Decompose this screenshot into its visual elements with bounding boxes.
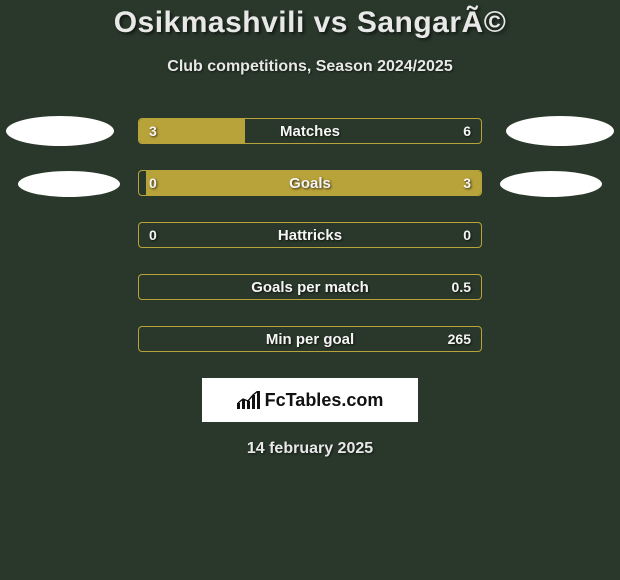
player-badge-left: [18, 171, 120, 197]
stat-value-right: 3: [463, 171, 471, 195]
stat-bar: 36Matches: [138, 118, 482, 144]
stat-value-left: 0: [149, 223, 157, 247]
stat-bar: 0 0Hattricks: [138, 222, 482, 248]
stat-label: Hattricks: [139, 223, 481, 247]
stat-row: 03Goals: [0, 170, 620, 196]
player-badge-left: [6, 116, 114, 146]
stat-value-right: 6: [463, 119, 471, 143]
stat-bar: 265Min per goal: [138, 326, 482, 352]
comparison-infographic: Osikmashvili vs SangarÃ© Club competitio…: [0, 0, 620, 458]
subtitle: Club competitions, Season 2024/2025: [0, 58, 620, 76]
page-title: Osikmashvili vs SangarÃ©: [0, 6, 620, 40]
stat-label: Goals per match: [139, 275, 481, 299]
stat-bar: 0.5Goals per match: [138, 274, 482, 300]
stat-row: 36Matches: [0, 118, 620, 144]
stat-row: 0 0Hattricks: [0, 222, 620, 248]
player-badge-right: [500, 171, 602, 197]
stat-label: Min per goal: [139, 327, 481, 351]
stats-area: 36Matches03Goals00Hattricks0.5Goals per …: [0, 118, 620, 352]
stat-value-left: 3: [149, 119, 157, 143]
stat-row: 265Min per goal: [0, 326, 620, 352]
stat-value-left: 0: [149, 171, 157, 195]
stat-row: 0.5Goals per match: [0, 274, 620, 300]
bar-chart-icon: [237, 391, 261, 409]
bar-fill-right: [146, 171, 481, 195]
stat-value-right: 0: [463, 223, 471, 247]
logo-text: FcTables.com: [265, 390, 384, 411]
stat-value-right: 265: [448, 327, 471, 351]
date-label: 14 february 2025: [0, 440, 620, 458]
stat-bar: 03Goals: [138, 170, 482, 196]
fctables-logo[interactable]: FcTables.com: [202, 378, 418, 422]
player-badge-right: [506, 116, 614, 146]
stat-value-right: 0.5: [452, 275, 471, 299]
